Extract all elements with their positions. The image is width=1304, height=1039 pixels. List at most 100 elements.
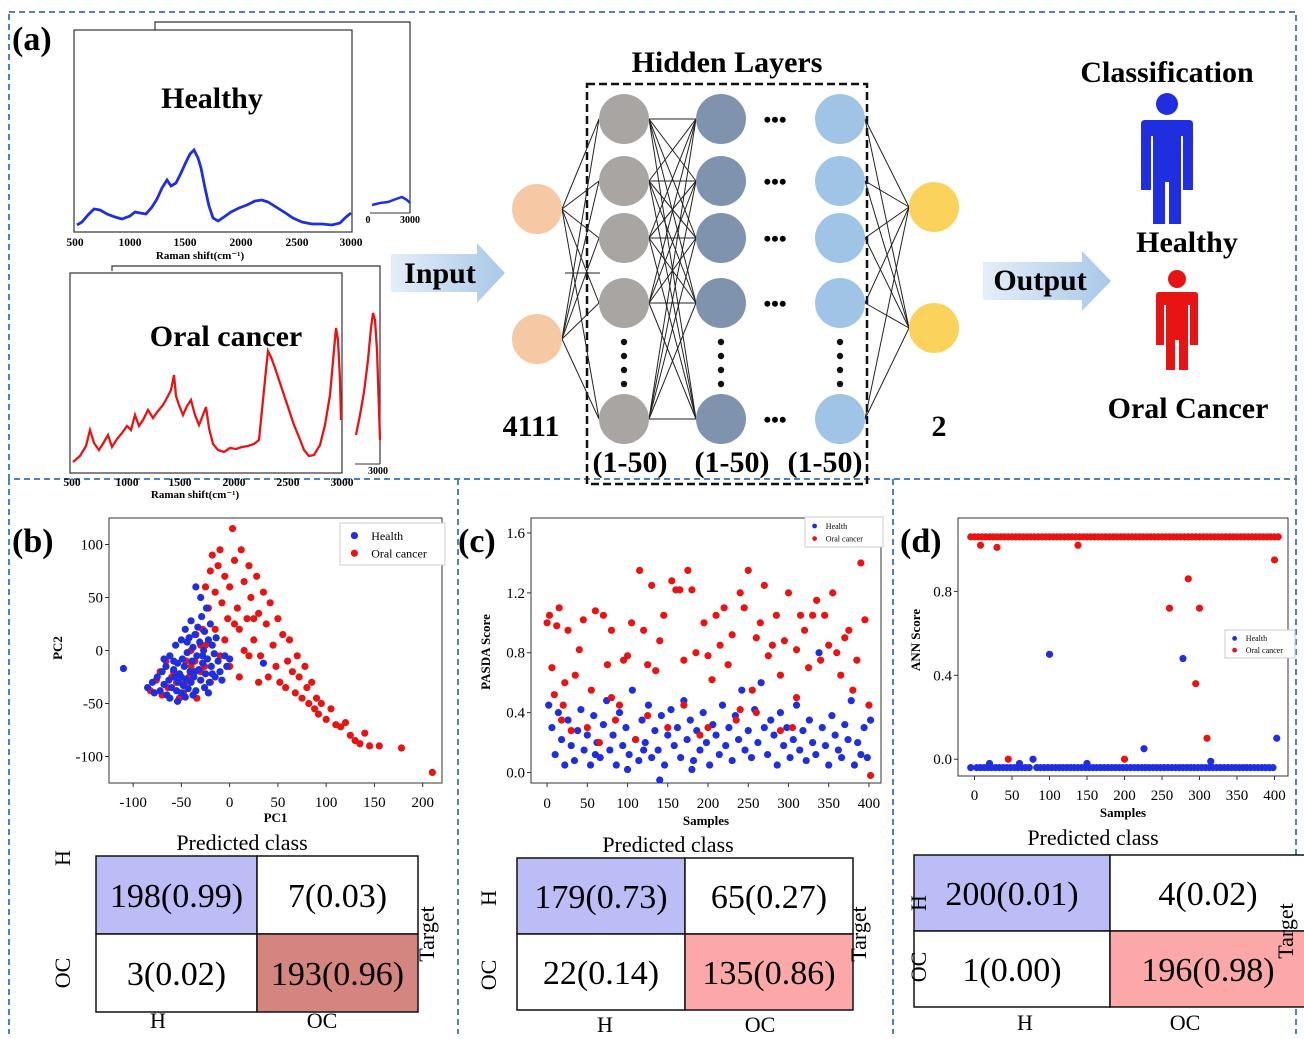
scatter-point-health <box>673 724 682 732</box>
scatter-point-oral-cancer <box>341 718 350 727</box>
scatter-point-oral-cancer <box>235 625 243 633</box>
network-edge <box>561 338 600 420</box>
scatter-point-oral-cancer <box>1120 755 1129 763</box>
scatter-point-health <box>967 764 975 772</box>
panel-label: (c) <box>458 523 496 560</box>
network-nodes: ••• ••• ••• ••• ••• <box>512 94 959 444</box>
scatter-point-health <box>656 776 664 784</box>
network-edge <box>864 327 910 420</box>
scatter-point-health <box>177 673 185 681</box>
scatter-point-health <box>223 662 231 671</box>
scatter-point-health <box>660 761 669 769</box>
scatter-point-oral-cancer <box>559 701 567 709</box>
scatter-point-health <box>216 668 224 676</box>
scatter-point-oral-cancer <box>283 657 292 665</box>
scatter-point-oral-cancer <box>428 768 436 777</box>
network-edge <box>561 118 600 340</box>
network-node-l1-n4 <box>599 394 649 444</box>
scatter-point-oral-cancer <box>312 694 321 702</box>
scatter-point-oral-cancer <box>571 671 579 679</box>
scatter-point-health <box>554 709 562 717</box>
scatter-point-oral-cancer <box>276 678 284 686</box>
scatter-point-health <box>728 756 736 765</box>
scatter-point-health <box>166 652 174 660</box>
scatter-point-oral-cancer <box>240 646 248 655</box>
vertical-dot-l2 <box>836 366 844 374</box>
network-node-l2-n3 <box>696 278 746 328</box>
scatter-point-health <box>205 678 213 686</box>
legend-box <box>1224 629 1296 659</box>
scatter-point-oral-cancer <box>298 694 306 702</box>
scatter-point-oral-cancer <box>1203 734 1211 742</box>
scatter-point-health <box>1179 654 1187 663</box>
scatter-point-oral-cancer <box>644 712 652 720</box>
network-node-l0-n1 <box>512 314 562 364</box>
y-tick-label: -50 <box>83 697 103 713</box>
scatter-point-health <box>193 652 201 660</box>
scatter-point-oral-cancer <box>356 740 364 748</box>
cm-cell <box>256 855 419 935</box>
cancer-xaxis-ticks: 500 1000 1500 2000 2500 3000 <box>63 477 353 489</box>
scatter-point-oral-cancer <box>250 615 258 623</box>
scatter-point-health <box>200 684 209 692</box>
scatter-point-oral-cancer <box>245 562 253 570</box>
scatter-point-oral-cancer <box>301 662 309 671</box>
scatter-point-health <box>184 685 192 693</box>
scatter-point-health <box>622 724 630 732</box>
cm-cell <box>1109 930 1304 1008</box>
scatter-point-health <box>612 761 620 769</box>
scatter-point-health <box>191 668 199 676</box>
network-edge <box>648 118 697 182</box>
scatter-point-oral-cancer <box>615 701 624 709</box>
scatter-point-health <box>615 709 624 717</box>
x-tick-label: -100 <box>119 795 147 811</box>
scatter-point-oral-cancer <box>607 694 616 702</box>
cancer-person-icon <box>1156 270 1198 370</box>
scatter-point-health <box>580 746 588 754</box>
x-tick-label: 50 <box>580 796 595 812</box>
cancer-back-curve <box>354 312 382 441</box>
scatter-point-oral-cancer <box>543 619 551 627</box>
scatter-point-health <box>834 746 842 754</box>
scatter-point-oral-cancer <box>841 634 849 642</box>
scatter-point-oral-cancer <box>700 619 708 627</box>
scatter-point-health <box>156 687 164 695</box>
network-edge <box>561 237 600 340</box>
cm-cell-value: 3(0.02) <box>127 956 226 993</box>
neural-network: Hidden Layers ••• ••• ••• ••• ••• 4111 2 (1-… <box>503 46 959 486</box>
healthy-back-tick-0: 0 <box>366 215 371 226</box>
scatter-point-health <box>1269 764 1277 772</box>
scatter-point-health <box>172 641 180 649</box>
network-edge <box>648 237 697 420</box>
scatter-point-oral-cancer <box>825 641 833 649</box>
scatter-point-health <box>654 746 662 754</box>
scatter-point-oral-cancer <box>833 649 841 657</box>
scatter-point-oral-cancer <box>243 615 251 623</box>
scatter-point-oral-cancer <box>976 541 985 549</box>
scatter-point-health <box>796 746 804 754</box>
scatter-point-health <box>181 625 189 633</box>
scatter-point-health <box>831 731 839 739</box>
scatter-point-oral-cancer <box>245 652 253 660</box>
scatter-point-health <box>760 724 768 732</box>
scatter-point-oral-cancer <box>295 673 303 681</box>
network-node-l3-n4 <box>815 394 865 444</box>
horizontal-ellipsis-1: ••• <box>763 169 786 194</box>
vertical-dot-l1 <box>717 380 725 388</box>
hidden-layers-title: Hidden Layers <box>632 46 823 79</box>
x-tick-label: 150 <box>363 795 386 811</box>
horizontal-ellipsis-2: ••• <box>763 226 786 251</box>
x-tick-label: 200 <box>697 796 720 812</box>
healthy-title: Healthy <box>161 82 263 115</box>
scatter-point-oral-cancer <box>266 599 274 607</box>
scatter-point-health <box>854 738 862 747</box>
scatter-point-health <box>153 673 161 681</box>
scatter-point-health <box>635 756 643 765</box>
scatter-point-oral-cancer <box>680 656 688 664</box>
scatter-point-oral-cancer <box>676 586 684 594</box>
output-arrow: Output <box>983 251 1111 311</box>
scatter-point-oral-cancer <box>648 581 656 589</box>
scatter-point-oral-cancer <box>611 716 620 724</box>
scatter-point-oral-cancer <box>631 735 640 744</box>
